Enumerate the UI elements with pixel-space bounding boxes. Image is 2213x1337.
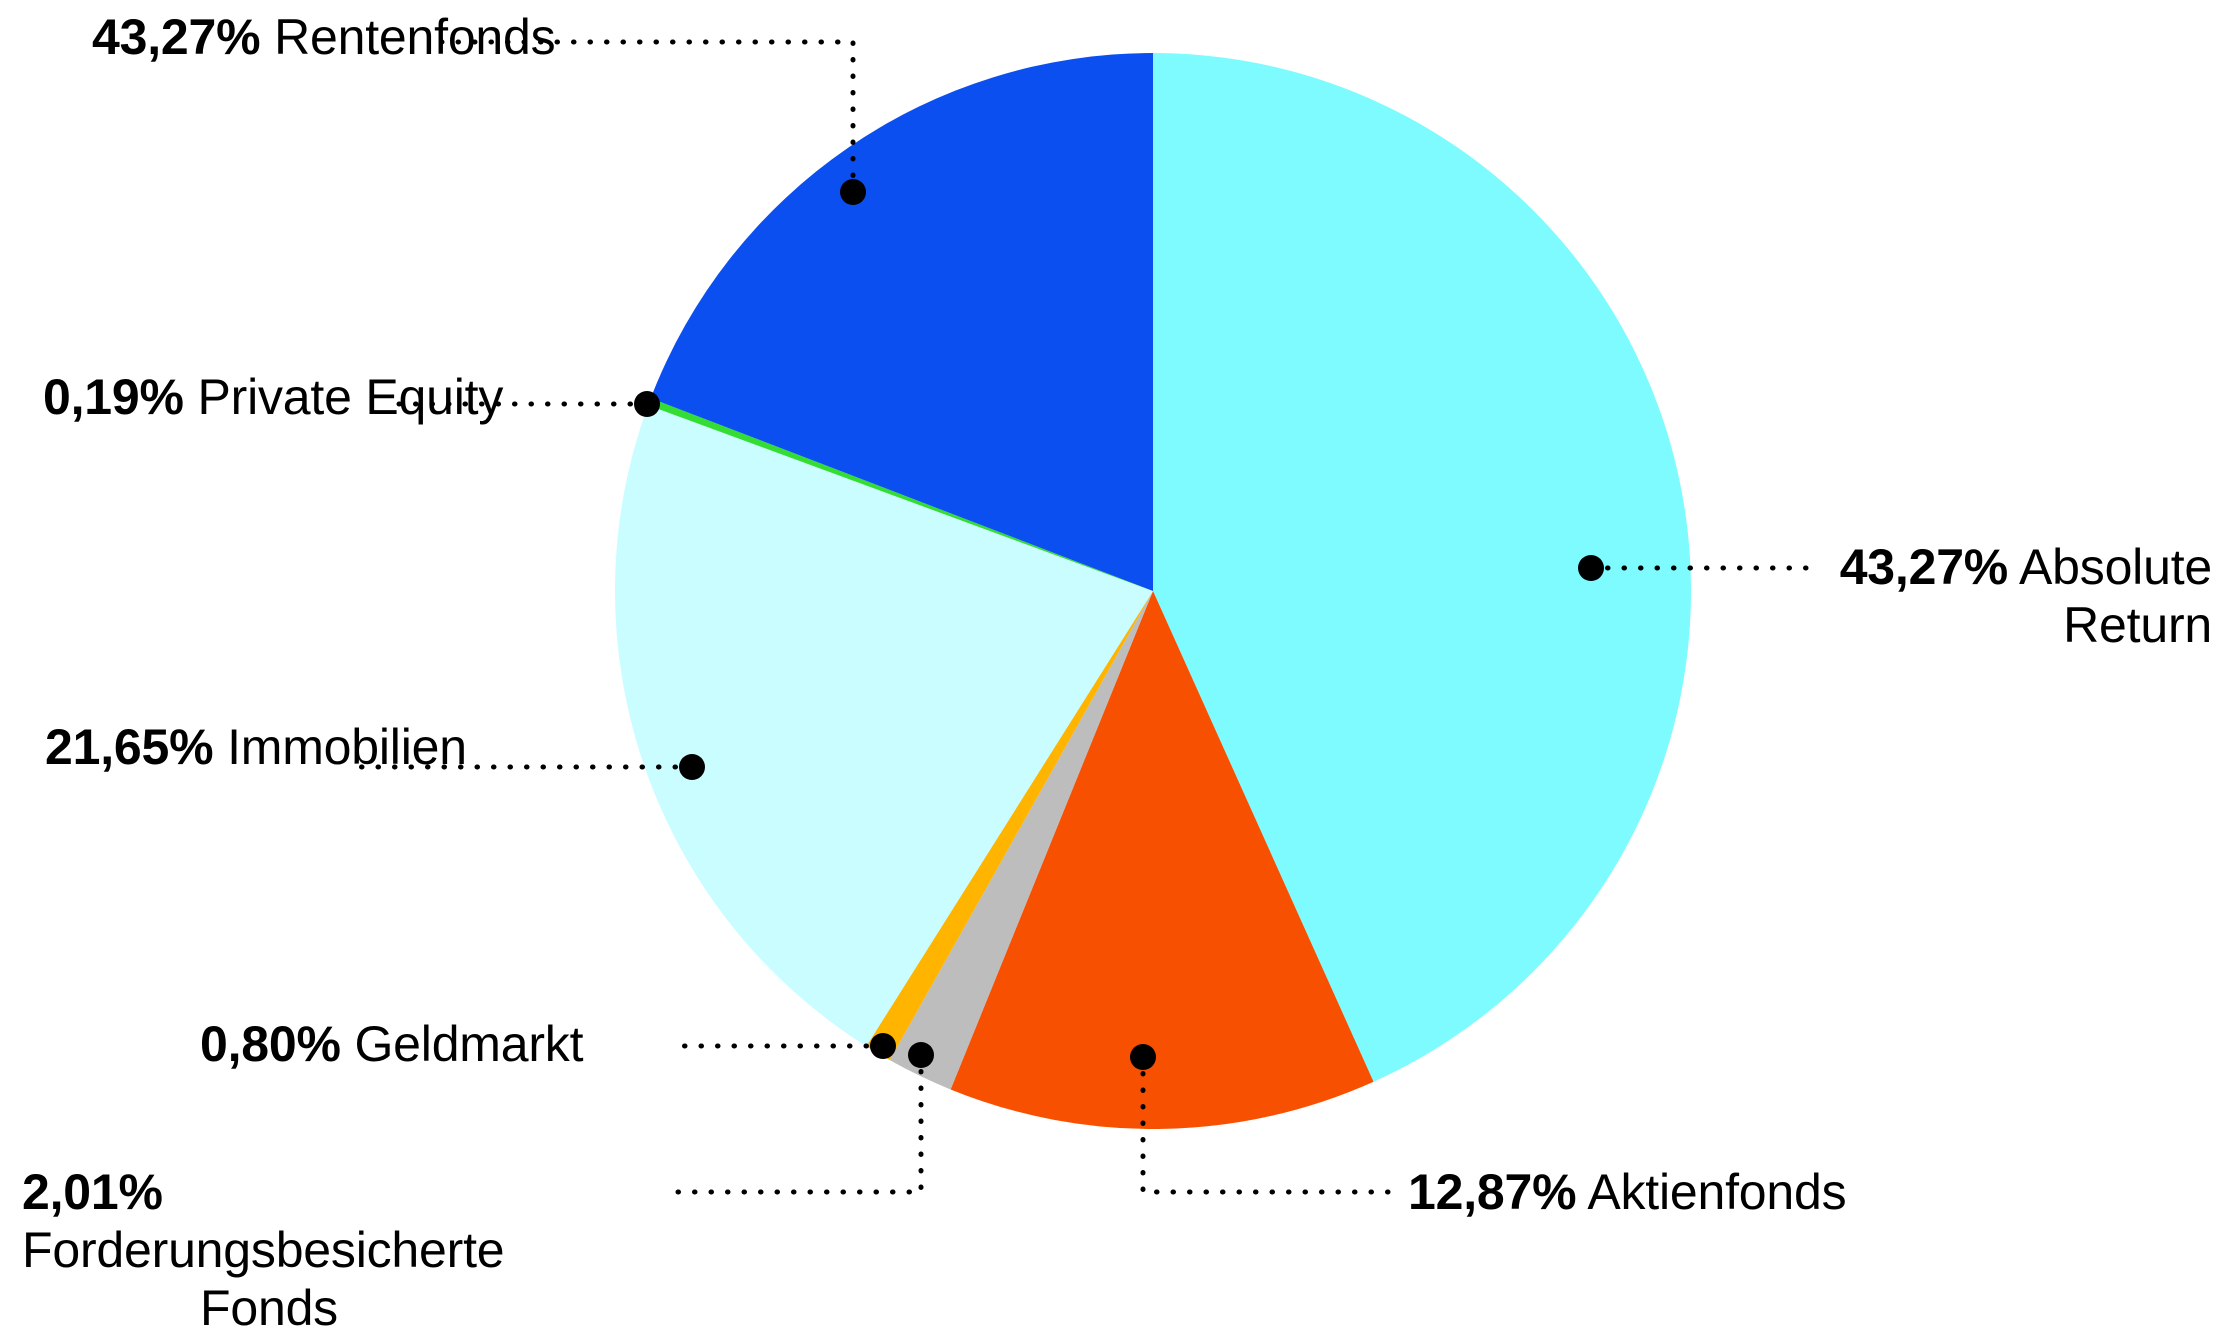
- pie-label-forderungsbesicherte-fonds: 2,01% Forderungsbesicherte Fonds: [22, 1163, 505, 1337]
- pie-label-rentenfonds-name: Rentenfonds: [274, 9, 556, 65]
- pie-label-immobilien: 21,65% Immobilien: [45, 718, 467, 776]
- pie-slice-immobilien: [615, 405, 1153, 1047]
- leader-dot-forderungsbesicherte-fonds: [908, 1042, 934, 1068]
- pie-slice-forderungsbesicherte-fonds: [889, 591, 1153, 1090]
- pie-label-rentenfonds-value: 43,27%: [92, 9, 261, 65]
- pie-slice-aktienfonds: [950, 591, 1374, 1129]
- leader-dot-aktienfonds: [1130, 1044, 1156, 1070]
- pie-label-rentenfonds: 43,27% Rentenfonds: [92, 8, 556, 66]
- pie-label-private-equity: 0,19% Private Equity: [43, 368, 503, 426]
- leader-dot-absolute-return: [1578, 555, 1604, 581]
- pie-label-immobilien-value: 21,65%: [45, 719, 214, 775]
- pie-chart-figure: 43,27% Rentenfonds 0,19% Private Equity …: [22, 8, 2213, 1336]
- pie-slice-rentenfonds: [650, 53, 1153, 591]
- leader-dot-private-equity: [634, 391, 660, 417]
- pie-chart-canvas: [355, 39, 1818, 1195]
- pie-slice-absolute-return: [1153, 53, 1691, 1082]
- pie-label-absolute-return-value: 43,27%: [1839, 539, 2009, 595]
- pie-label-forderungsbesicherte-name2: Fonds: [200, 1280, 338, 1336]
- pie-label-forderungsbesicherte-name1: Forderungsbesicherte: [22, 1222, 505, 1278]
- pie-slice-geldmarkt: [866, 591, 1153, 1061]
- leader-line-group: [355, 39, 1818, 1195]
- leader-line-forderungsbesicherte-fonds: [672, 1052, 924, 1195]
- pie-label-absolute-return: 43,27% Absolute Return: [1700, 538, 2213, 654]
- leader-line-aktienfonds: [1140, 1054, 1397, 1195]
- pie-label-absolute-return-name1: Absolute: [2019, 539, 2212, 595]
- pie-slice-group: [615, 53, 1691, 1129]
- leader-dot-geldmarkt: [870, 1033, 896, 1059]
- pie-label-geldmarkt-value: 0,80%: [200, 1016, 341, 1072]
- pie-label-private-equity-name: Private Equity: [197, 369, 504, 425]
- pie-label-absolute-return-line1: 43,27% Absolute: [1700, 538, 2213, 596]
- pie-label-forderungsbesicherte-line1: 2,01% Forderungsbesicherte: [22, 1163, 505, 1279]
- pie-label-aktienfonds-name: Aktienfonds: [1587, 1164, 1847, 1220]
- pie-label-aktienfonds: 12,87% Aktienfonds: [1408, 1163, 1847, 1221]
- leader-dot-rentenfonds: [840, 179, 866, 205]
- pie-label-absolute-return-name2: Return: [2063, 597, 2212, 653]
- leader-dot-immobilien: [679, 754, 705, 780]
- pie-label-private-equity-value: 0,19%: [43, 369, 184, 425]
- pie-label-immobilien-name: Immobilien: [227, 719, 467, 775]
- leader-dot-group: [634, 179, 1604, 1070]
- pie-label-geldmarkt: 0,80% Geldmarkt: [200, 1015, 584, 1073]
- pie-label-geldmarkt-name: Geldmarkt: [354, 1016, 584, 1072]
- pie-slice-private-equity: [648, 398, 1153, 591]
- pie-label-aktienfonds-value: 12,87%: [1408, 1164, 1577, 1220]
- leader-line-rentenfonds: [435, 39, 856, 195]
- pie-label-forderungsbesicherte-value: 2,01%: [22, 1164, 163, 1220]
